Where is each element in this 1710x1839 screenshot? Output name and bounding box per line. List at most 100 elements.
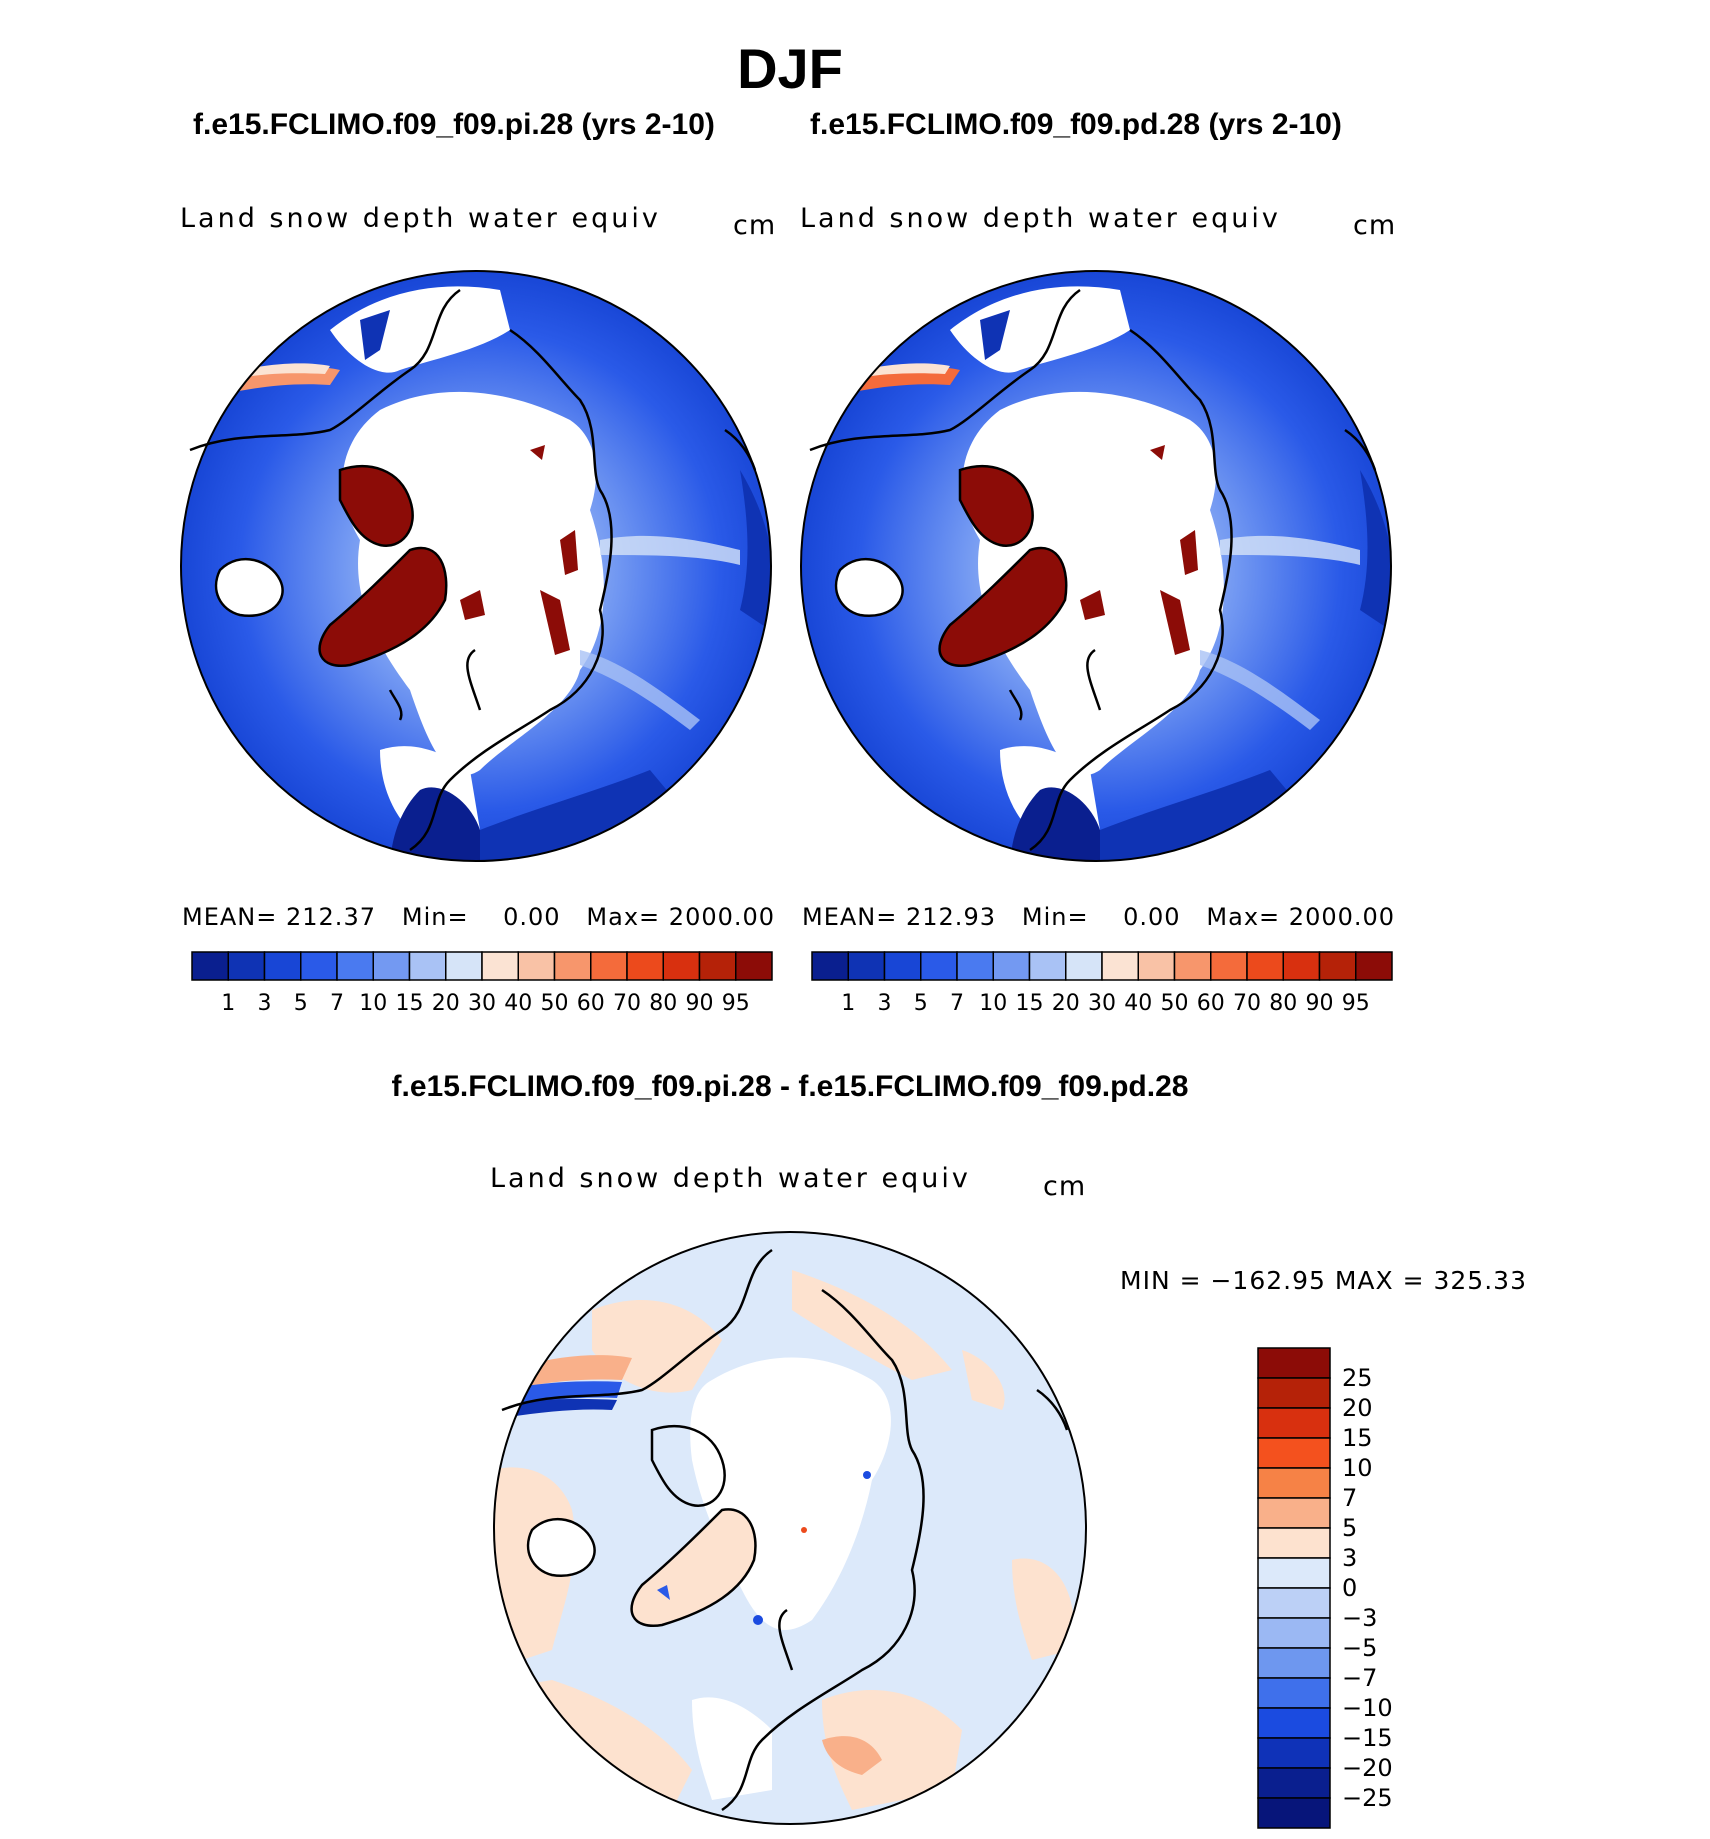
archipelago-ice (340, 466, 413, 546)
colorbar-swatch (1318, 951, 1357, 981)
colorbar-tick-label: 30 (1088, 991, 1116, 1016)
panel-right-variable-label: Land snow depth water equiv (800, 203, 1281, 234)
colorbar-tick-label: 1 (221, 991, 235, 1016)
mean-label: MEAN= (182, 903, 278, 931)
max-label: Max= (1206, 903, 1281, 931)
colorbar-tick-label: 5 (294, 991, 308, 1016)
colorbar-tick-label: 5 (914, 991, 928, 1016)
colorbar-swatch (1257, 1617, 1331, 1649)
difference-title: f.e15.FCLIMO.f09_f09.pi.28 - f.e15.FCLIM… (391, 1070, 1189, 1103)
colorbar-swatch (1246, 951, 1284, 981)
colorbar-tick-label: 50 (541, 991, 569, 1016)
colorbar-tick-label: 20 (1342, 1394, 1373, 1422)
greenland-ice (319, 548, 447, 666)
colorbar-tick-label: 7 (330, 991, 344, 1016)
panel-right-units: cm (1353, 210, 1397, 241)
colorbar-tick-label: 10 (979, 991, 1007, 1016)
colorbar-right: 1 3 5 7 10 15 20 30 40 50 60 70 80 90 95 (811, 951, 1393, 1016)
colorbar-tick-label: 30 (468, 991, 496, 1016)
colorbar-swatch (517, 951, 556, 981)
panel-left-stats: MEAN= 212.37 Min= 0.00 Max= 2000.00 (182, 903, 775, 931)
min-label: Min= (401, 903, 469, 931)
colorbar-tick-label: 90 (686, 991, 714, 1016)
colorbar-tick-label: 20 (1052, 991, 1080, 1016)
colorbar-swatch (481, 951, 519, 981)
panel-left-variable-label: Land snow depth water equiv (180, 203, 661, 234)
colorbar-tick-label: 7 (950, 991, 964, 1016)
colorbar-swatch (1257, 1557, 1331, 1589)
colorbar-swatch (1173, 951, 1212, 981)
colorbar-tick-label: −7 (1342, 1664, 1377, 1692)
min-value: 0.00 (1123, 903, 1181, 931)
colorbar-tick-label: 0 (1342, 1574, 1357, 1602)
colorbar-swatch (992, 951, 1031, 981)
colorbar-swatch (1282, 951, 1321, 981)
colorbar-tick-label: 60 (577, 991, 605, 1016)
mean-value: 212.37 (286, 903, 376, 931)
colorbar-swatch (1257, 1377, 1331, 1409)
colorbar-swatch (263, 951, 302, 981)
panel-right-stats: MEAN= 212.93 Min= 0.00 Max= 2000.00 (802, 903, 1395, 931)
colorbar-swatch (883, 951, 922, 981)
colorbar-tick-label: 80 (649, 991, 677, 1016)
colorbar-swatch (1257, 1677, 1331, 1709)
arctic-ocean (962, 391, 1224, 776)
colorbar-swatch (300, 951, 338, 981)
difference-variable-label: Land snow depth water equiv (490, 1163, 971, 1194)
colorbar-tick-label: 15 (1342, 1424, 1373, 1452)
colorbar-tick-label: 70 (1233, 991, 1261, 1016)
min-label: Min= (1021, 903, 1089, 931)
colorbar-swatch (408, 951, 447, 981)
colorbar-tick-label: 90 (1306, 991, 1334, 1016)
colorbar-tick-label: 10 (359, 991, 387, 1016)
colorbar-tick-label: 20 (432, 991, 460, 1016)
colorbar-tick-label: 3 (878, 991, 892, 1016)
colorbar-swatch (1257, 1797, 1331, 1829)
colorbar-swatch (590, 951, 628, 981)
colorbar-left: 1 3 5 7 10 15 20 30 40 50 60 70 80 90 95 (191, 951, 773, 1016)
colorbar-swatch (626, 951, 664, 981)
mean-label: MEAN= (802, 903, 898, 931)
colorbar-tick-label: 25 (1342, 1364, 1373, 1392)
colorbar-swatch (1257, 1497, 1331, 1529)
hudson-bay (216, 559, 283, 616)
polar-map-left (180, 270, 772, 862)
colorbar-swatch (372, 951, 411, 981)
colorbar-tick-label: −5 (1342, 1634, 1377, 1662)
colorbar-tick-label: −20 (1342, 1754, 1393, 1782)
polar-map-difference (493, 1231, 1087, 1825)
colorbar-swatch (811, 951, 849, 981)
colorbar-swatch (553, 951, 592, 981)
colorbar-tick-label: 95 (1342, 991, 1370, 1016)
colorbar-tick-label: 40 (1124, 991, 1152, 1016)
colorbar-swatch (1210, 951, 1248, 981)
colorbar-swatch (1257, 1587, 1331, 1619)
colorbar-tick-label: −15 (1342, 1724, 1393, 1752)
colorbar-swatch (956, 951, 994, 981)
colorbar-tick-label: 40 (504, 991, 532, 1016)
colorbar-tick-label: 7 (1342, 1484, 1357, 1512)
colorbar-swatch (1257, 1707, 1331, 1739)
colorbar-tick-label: 60 (1197, 991, 1225, 1016)
difference-min-max: MIN = −162.95 MAX = 325.33 (1120, 1266, 1527, 1295)
max-value: 2000.00 (1288, 903, 1396, 931)
min-value: 0.00 (503, 903, 561, 931)
page-title: DJF (737, 37, 843, 100)
colorbar-swatch (1065, 951, 1103, 981)
colorbar-tick-label: 3 (258, 991, 272, 1016)
colorbar-swatch (847, 951, 886, 981)
colorbar-tick-label: 70 (613, 991, 641, 1016)
colorbar-swatch (1355, 951, 1393, 981)
colorbar-swatch (1101, 951, 1139, 981)
hudson-bay (836, 559, 903, 616)
colorbar-swatch (735, 951, 773, 981)
colorbar-tick-label: 15 (396, 991, 424, 1016)
colorbar-tick-label: −3 (1342, 1604, 1377, 1632)
colorbar-swatch (1257, 1527, 1331, 1559)
colorbar-tick-label: 5 (1342, 1514, 1357, 1542)
mean-value: 212.93 (906, 903, 996, 931)
greenland-ice (939, 548, 1067, 666)
colorbar-swatch (662, 951, 701, 981)
panel-right-case-title: f.e15.FCLIMO.f09_f09.pd.28 (yrs 2-10) (810, 108, 1342, 141)
